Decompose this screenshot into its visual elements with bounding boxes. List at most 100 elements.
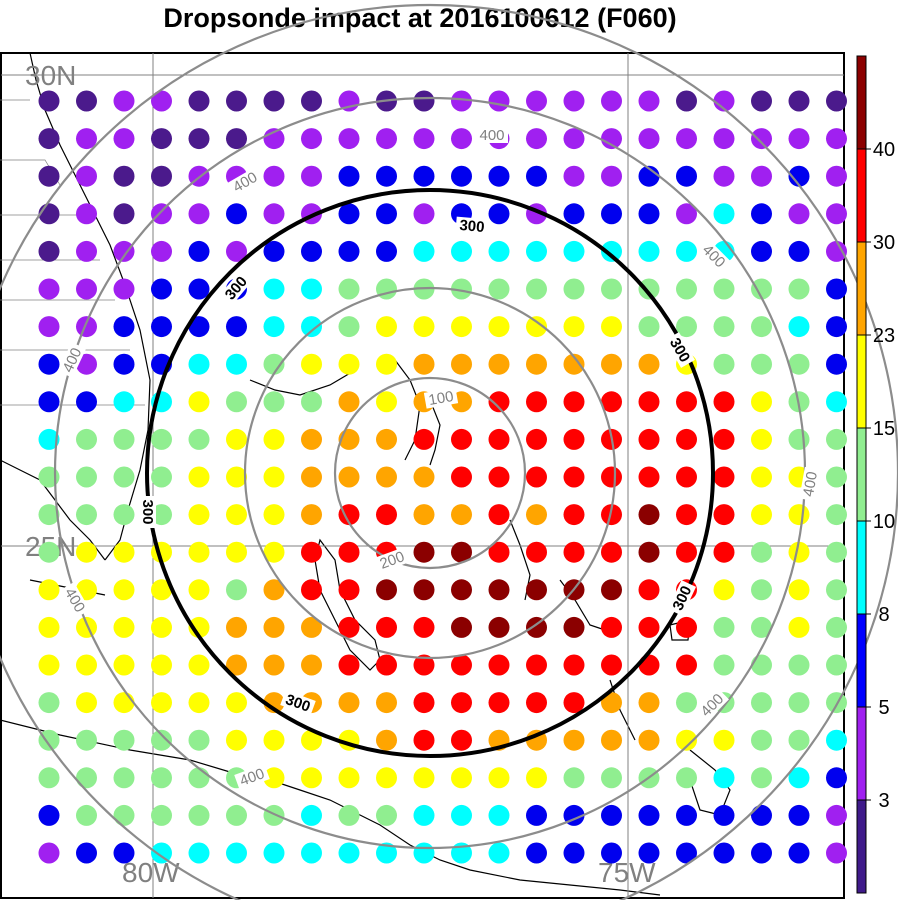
impact-dot — [376, 842, 397, 864]
impact-dot — [188, 240, 210, 262]
impact-dot — [601, 579, 622, 601]
impact-dot — [76, 391, 97, 413]
impact-dot — [526, 541, 547, 563]
impact-dot — [751, 692, 772, 714]
impact-dot — [638, 504, 660, 526]
impact-dot — [113, 391, 135, 413]
impact-dot — [38, 128, 60, 150]
impact-dot — [226, 504, 247, 526]
impact-dot — [226, 842, 247, 864]
contour-label-300: 300 — [139, 499, 156, 524]
impact-dot — [76, 804, 97, 826]
impact-dot — [751, 353, 772, 375]
impact-dot — [713, 428, 735, 450]
impact-dot — [526, 466, 547, 488]
impact-dot — [526, 579, 547, 601]
impact-dot — [188, 654, 210, 676]
impact-dot — [826, 240, 847, 262]
impact-dot — [676, 90, 697, 112]
impact-dot — [76, 616, 97, 638]
impact-dot — [638, 203, 660, 225]
impact-dot — [76, 842, 97, 864]
impact-dot — [601, 654, 622, 676]
impact-dot — [413, 428, 435, 450]
impact-dot — [488, 316, 510, 338]
impact-dot — [713, 203, 735, 225]
impact-dot — [676, 278, 697, 300]
impact-dot — [113, 203, 135, 225]
impact-dot — [301, 391, 322, 413]
impact-dot — [451, 278, 472, 300]
impact-dot — [338, 316, 360, 338]
impact-dot — [451, 767, 472, 789]
impact-dot — [38, 842, 60, 864]
impact-dot — [526, 428, 547, 450]
impact-dot — [301, 353, 322, 375]
impact-dot — [826, 541, 847, 563]
impact-dot — [113, 428, 135, 450]
impact-dot — [113, 654, 135, 676]
impact-dot — [76, 165, 97, 187]
impact-dot — [826, 654, 847, 676]
impact-dot — [488, 541, 510, 563]
impact-dot — [713, 504, 735, 526]
impact-dot — [263, 240, 285, 262]
impact-dot — [413, 541, 435, 563]
impact-dot — [38, 165, 60, 187]
impact-dot — [226, 240, 247, 262]
impact-dot — [188, 353, 210, 375]
impact-dot — [563, 466, 585, 488]
impact-dot — [38, 240, 60, 262]
impact-dot — [413, 767, 435, 789]
impact-dot — [263, 767, 285, 789]
impact-dot — [226, 804, 247, 826]
impact-dot — [151, 579, 172, 601]
impact-dot — [113, 278, 135, 300]
colorbar-label: 23 — [873, 325, 895, 347]
impact-dot — [263, 165, 285, 187]
impact-dot — [601, 466, 622, 488]
impact-dot — [563, 616, 585, 638]
impact-dot — [676, 165, 697, 187]
impact-dot — [676, 428, 697, 450]
impact-dot — [676, 654, 697, 676]
impact-dot — [413, 353, 435, 375]
impact-dot — [526, 842, 547, 864]
impact-dot — [263, 353, 285, 375]
impact-dot — [413, 692, 435, 714]
impact-dot — [301, 616, 322, 638]
impact-dot — [376, 729, 397, 751]
impact-dot — [451, 165, 472, 187]
impact-dot — [376, 466, 397, 488]
impact-dot — [601, 240, 622, 262]
contour-label-400: 400 — [800, 470, 821, 498]
impact-dot — [638, 316, 660, 338]
impact-dot — [263, 504, 285, 526]
contour-label-300: 300 — [459, 217, 485, 236]
impact-dot — [713, 90, 735, 112]
impact-dot — [151, 203, 172, 225]
impact-dot — [188, 203, 210, 225]
impact-dot — [376, 353, 397, 375]
impact-dot — [526, 128, 547, 150]
colorbar-segment — [856, 427, 867, 522]
impact-dot — [751, 842, 772, 864]
impact-dot — [151, 278, 172, 300]
impact-dot — [601, 729, 622, 751]
impact-dot — [488, 203, 510, 225]
impact-dot — [526, 391, 547, 413]
impact-dot — [713, 391, 735, 413]
impact-dot — [151, 128, 172, 150]
impact-dot — [563, 316, 585, 338]
impact-dot — [788, 278, 810, 300]
impact-dot — [338, 391, 360, 413]
impact-dot — [413, 804, 435, 826]
impact-dot — [451, 316, 472, 338]
impact-dot — [151, 729, 172, 751]
impact-dot — [301, 842, 322, 864]
impact-dot — [451, 353, 472, 375]
impact-dot — [376, 165, 397, 187]
impact-dot — [488, 278, 510, 300]
impact-dot — [113, 541, 135, 563]
